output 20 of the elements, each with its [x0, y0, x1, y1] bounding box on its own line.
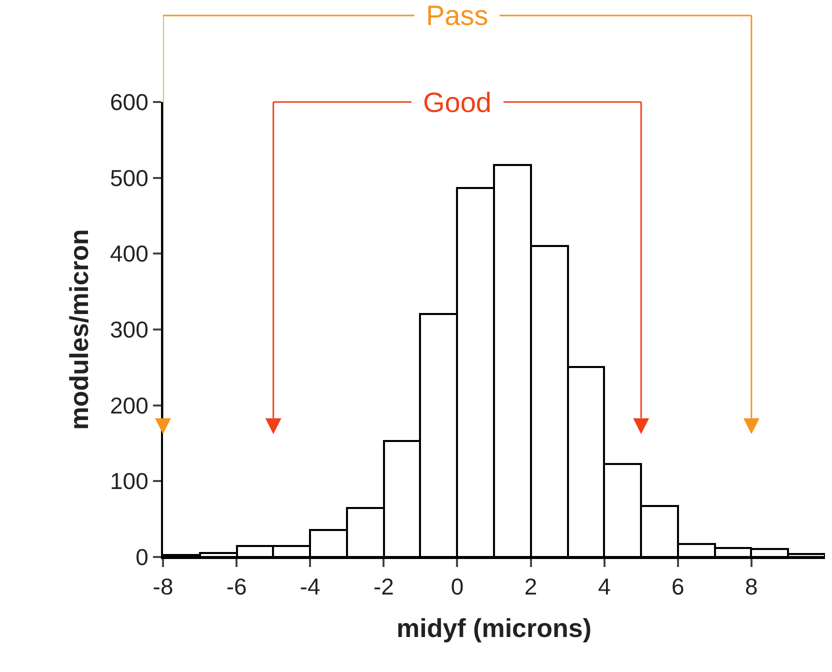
y-tick-label: 100	[110, 468, 148, 494]
y-tick-label: 300	[110, 316, 148, 343]
x-tick-label: -6	[226, 574, 247, 600]
annotation: Good	[423, 87, 492, 118]
x-tick-label: 4	[598, 574, 611, 600]
y-tick-label: 400	[110, 240, 148, 267]
text: Pass	[426, 0, 488, 31]
x-tick-label: 6	[671, 574, 684, 600]
y-tick-label: 600	[110, 89, 148, 116]
x-axis-title: midyf (microns)	[396, 612, 592, 643]
y-axis-title: modules/micron	[64, 229, 94, 430]
x-tick-label: -8	[152, 574, 174, 600]
y-tick-label: 200	[110, 392, 148, 418]
x-tick-label: -2	[373, 574, 394, 600]
x-tick-label: 8	[745, 574, 758, 600]
y-tick-label: 0	[136, 544, 148, 570]
y-tick-label: 500	[110, 164, 148, 191]
x-tick-label: -4	[300, 574, 321, 600]
x-tick-label: 2	[524, 574, 538, 600]
x-tick-label: 0	[450, 574, 464, 600]
